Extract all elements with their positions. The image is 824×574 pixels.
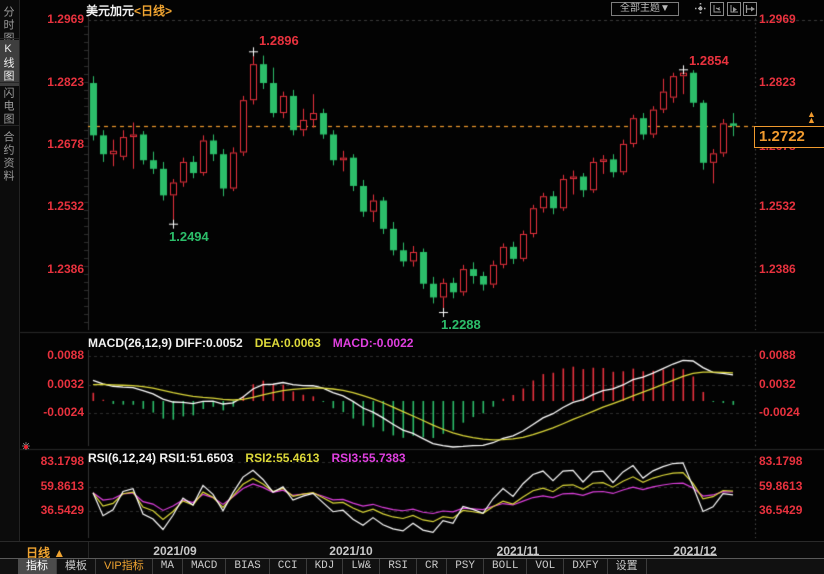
- rsi-axis-label: 36.5429: [759, 503, 803, 517]
- tab-psy[interactable]: PSY: [447, 559, 485, 574]
- sidebar-item-time-chart[interactable]: 分时图: [2, 6, 14, 45]
- y-axis-label: 1.2386: [759, 262, 796, 276]
- macd-params-diff: MACD(26,12,9) DIFF:0.0052: [88, 336, 243, 350]
- x-axis-row: 日线 ▲ 2021/09 2021/10 2021/11 2021/12: [0, 541, 824, 560]
- y-axis-label: 1.2532: [759, 199, 796, 213]
- sidebar-divider: [0, 125, 19, 126]
- tab-kdj[interactable]: KDJ: [307, 559, 344, 574]
- chart-title: 美元加元<日线>: [86, 2, 172, 19]
- pan-right-icon[interactable]: [743, 2, 757, 16]
- macd-value: MACD:-0.0022: [332, 336, 414, 350]
- macd-axis-label: 0.0032: [47, 377, 84, 391]
- annotation-high: 1.2896: [259, 33, 299, 49]
- tab-cr[interactable]: CR: [417, 559, 448, 574]
- x-tick-label: 2021/12: [673, 544, 717, 558]
- period-tag: <日线>: [134, 4, 173, 18]
- x-tick-label: 2021/09: [153, 544, 197, 558]
- tab-template[interactable]: 模板: [57, 559, 96, 574]
- macd-axis-label: -0.0024: [43, 405, 84, 419]
- tab-settings[interactable]: 设置: [608, 559, 647, 574]
- y-axis-label: 1.2823: [759, 75, 796, 89]
- price-marker-icon: ▲ ▲: [807, 109, 816, 125]
- annotation-high: 1.2854: [689, 53, 729, 69]
- period-selector[interactable]: 日线 ▲: [26, 546, 66, 560]
- tab-vip-indicator[interactable]: VIP指标: [96, 559, 153, 574]
- y-axis-label: 1.2969: [47, 12, 84, 26]
- current-price-label: 1.2722: [754, 126, 824, 148]
- indicator-tabbar: 指标 模板 VIP指标 MA MACD BIAS CCI KDJ LW& RSI…: [0, 558, 824, 574]
- rsi-axis-label: 83.1798: [759, 454, 803, 468]
- sidebar-item-kline-chart[interactable]: K线图: [0, 40, 19, 86]
- tab-vol[interactable]: VOL: [527, 559, 565, 574]
- left-sidebar: 分时图 K线图 闪电图 合约资料: [0, 0, 20, 541]
- rsi-axis-label: 83.1798: [40, 454, 84, 468]
- symbol-name: 美元加元: [86, 4, 135, 18]
- data-range-scrollbar[interactable]: [497, 555, 717, 556]
- tab-indicator[interactable]: 指标: [18, 559, 57, 574]
- zoom-axis-right-icon[interactable]: [727, 2, 741, 16]
- tab-dxfy[interactable]: DXFY: [564, 559, 608, 574]
- sidebar-item-contract-info[interactable]: 合约资料: [2, 131, 14, 183]
- rsi3-value: RSI3:55.7383: [331, 451, 406, 465]
- y-axis-label: 1.2823: [47, 75, 84, 89]
- indicator-settings-icon[interactable]: ✳: [20, 441, 32, 453]
- sidebar-divider: [0, 38, 19, 39]
- tab-lw[interactable]: LW&: [343, 559, 381, 574]
- rsi-header: RSI(6,12,24) RSI1:51.6503 RSI2:55.4613 RSI…: [88, 451, 406, 465]
- macd-axis-label: 0.0088: [759, 348, 796, 362]
- rsi-axis-label: 36.5429: [40, 503, 84, 517]
- crosshair-icon[interactable]: [694, 2, 707, 15]
- macd-axis-label: 0.0088: [47, 348, 84, 362]
- macd-axis-label: -0.0024: [759, 405, 800, 419]
- tab-ma[interactable]: MA: [153, 559, 183, 574]
- tab-boll[interactable]: BOLL: [484, 559, 528, 574]
- tab-macd[interactable]: MACD: [183, 559, 227, 574]
- rsi2-value: RSI2:55.4613: [245, 451, 320, 465]
- y-axis-label: 1.2969: [759, 12, 796, 26]
- y-axis-label: 1.2532: [47, 199, 84, 213]
- sidebar-item-flash-chart[interactable]: 闪电图: [2, 87, 14, 126]
- zoom-axis-left-icon[interactable]: [710, 2, 724, 16]
- tab-rsi[interactable]: RSI: [380, 559, 417, 574]
- rsi-params-rsi1: RSI(6,12,24) RSI1:51.6503: [88, 451, 234, 465]
- x-tick-label: 2021/11: [496, 544, 540, 558]
- macd-axis-label: 0.0032: [759, 377, 796, 391]
- annotation-low: 1.2288: [441, 317, 481, 333]
- y-axis-label: 1.2386: [47, 262, 84, 276]
- rsi-axis-label: 59.8613: [40, 479, 84, 493]
- x-tick-label: 2021/10: [329, 544, 373, 558]
- rsi-axis-label: 59.8613: [759, 479, 803, 493]
- macd-dea-value: DEA:0.0063: [254, 336, 321, 350]
- macd-header: MACD(26,12,9) DIFF:0.0052 DEA:0.0063 MACD:…: [88, 336, 413, 350]
- themes-dropdown[interactable]: 全部主题▼: [611, 2, 679, 16]
- annotation-low: 1.2494: [169, 228, 209, 244]
- tab-cci[interactable]: CCI: [270, 559, 307, 574]
- y-axis-label: 1.2678: [47, 137, 84, 151]
- tab-bias[interactable]: BIAS: [226, 559, 270, 574]
- sidebar-divider: [0, 82, 19, 83]
- axis-divider: [88, 542, 89, 559]
